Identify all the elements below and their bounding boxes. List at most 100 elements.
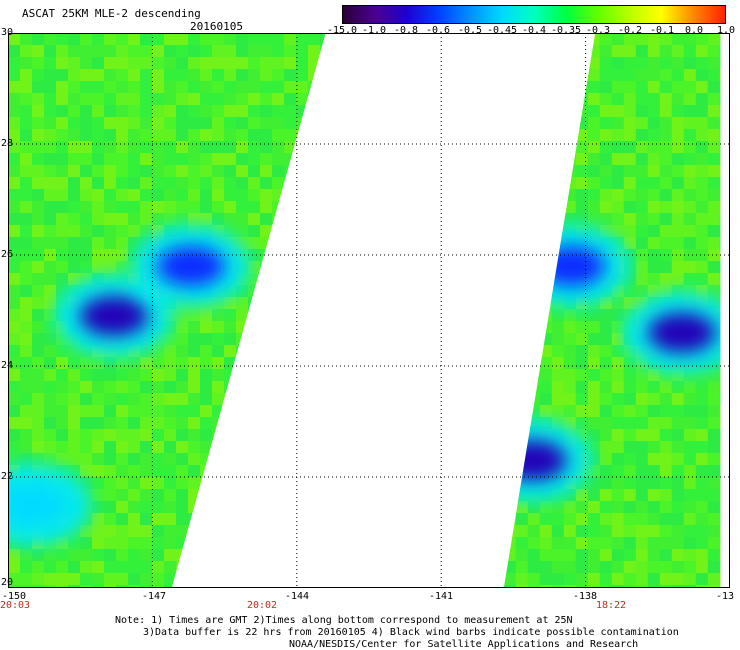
wind-cell — [539, 45, 552, 57]
wind-cell — [152, 141, 164, 153]
wind-cell — [20, 285, 32, 297]
wind-cell — [104, 33, 116, 45]
wind-cell — [575, 561, 588, 573]
wind-cell — [80, 57, 92, 69]
wind-cell — [128, 393, 140, 405]
wind-cell — [563, 537, 576, 549]
wind-cell — [575, 105, 588, 117]
wind-cell — [176, 369, 188, 381]
wind-cell — [683, 141, 696, 153]
wind-cell — [515, 141, 528, 153]
wind-cell — [284, 225, 296, 237]
wind-cell — [719, 417, 721, 429]
wind-cell — [611, 489, 624, 501]
wind-cell — [611, 393, 624, 405]
wind-cell — [164, 585, 176, 588]
wind-cell — [551, 189, 564, 201]
wind-cell — [32, 129, 44, 141]
wind-cell — [719, 237, 721, 249]
wind-cell — [563, 393, 576, 405]
wind-cell — [284, 249, 296, 261]
wind-cell — [140, 189, 152, 201]
wind-cell — [236, 189, 248, 201]
wind-cell — [599, 33, 612, 45]
lat-label-26: 26 — [1, 249, 14, 260]
wind-cell — [164, 489, 176, 501]
wind-cell — [320, 117, 326, 129]
wind-cell — [611, 177, 624, 189]
wind-cell — [671, 549, 684, 561]
wind-cell — [104, 417, 116, 429]
wind-cell — [68, 429, 80, 441]
wind-cell — [503, 165, 516, 177]
wind-cell — [599, 309, 612, 321]
wind-cell — [272, 525, 284, 537]
wind-cell — [707, 33, 720, 45]
wind-cell — [284, 165, 296, 177]
wind-cell — [599, 441, 612, 453]
wind-cell — [92, 453, 104, 465]
wind-cell — [503, 369, 516, 381]
wind-cell — [32, 201, 44, 213]
wind-cell — [539, 189, 552, 201]
wind-cell — [140, 417, 152, 429]
wind-cell — [671, 477, 684, 489]
wind-cell — [308, 321, 320, 333]
wind-cell — [647, 237, 660, 249]
wind-cell — [539, 105, 552, 117]
wind-cell — [599, 93, 612, 105]
wind-cell — [695, 225, 708, 237]
wind-cell — [611, 501, 624, 513]
wind-cell — [80, 357, 92, 369]
wind-cell — [188, 477, 200, 489]
wind-cell — [635, 381, 648, 393]
wind-cell — [236, 441, 248, 453]
wind-cell — [659, 405, 672, 417]
wind-cell — [575, 189, 588, 201]
wind-cell — [539, 165, 552, 177]
wind-cell — [599, 153, 612, 165]
wind-cell — [164, 105, 176, 117]
scale-tick-label: -0.5 — [457, 25, 483, 36]
wind-cell — [539, 537, 552, 549]
wind-cell — [587, 201, 600, 213]
wind-cell — [503, 537, 516, 549]
wind-cell — [56, 69, 68, 81]
wind-cell — [707, 165, 720, 177]
wind-cell — [659, 141, 672, 153]
wind-cell — [8, 189, 20, 201]
wind-cell — [104, 525, 116, 537]
wind-cell — [719, 573, 721, 585]
wind-cell — [515, 225, 528, 237]
wind-cell — [539, 249, 552, 261]
wind-cell — [659, 489, 672, 501]
wind-cell — [308, 273, 320, 285]
lat-label-28: 28 — [1, 138, 14, 149]
wind-cell — [152, 441, 164, 453]
wind-cell — [683, 405, 696, 417]
time-label-west: 20:03 — [0, 600, 31, 611]
wind-cell — [515, 321, 528, 333]
wind-cell — [140, 465, 152, 477]
scale-tick-label: -15.0 — [326, 25, 358, 36]
wind-cell — [707, 225, 720, 237]
wind-cell — [320, 537, 326, 549]
wind-cell — [248, 141, 260, 153]
wind-cell — [308, 81, 320, 93]
wind-cell — [224, 69, 236, 81]
wind-cell — [539, 321, 552, 333]
wind-cell — [224, 405, 236, 417]
wind-cell — [563, 33, 576, 45]
wind-cell — [515, 237, 528, 249]
wind-cell — [551, 561, 564, 573]
wind-cell — [164, 57, 176, 69]
wind-cell — [527, 93, 540, 105]
wind-cell — [695, 213, 708, 225]
wind-cell — [272, 465, 284, 477]
wind-cell — [623, 201, 636, 213]
wind-cell — [176, 357, 188, 369]
wind-cell — [272, 105, 284, 117]
wind-cell — [575, 549, 588, 561]
wind-cell — [272, 129, 284, 141]
wind-cell — [599, 489, 612, 501]
